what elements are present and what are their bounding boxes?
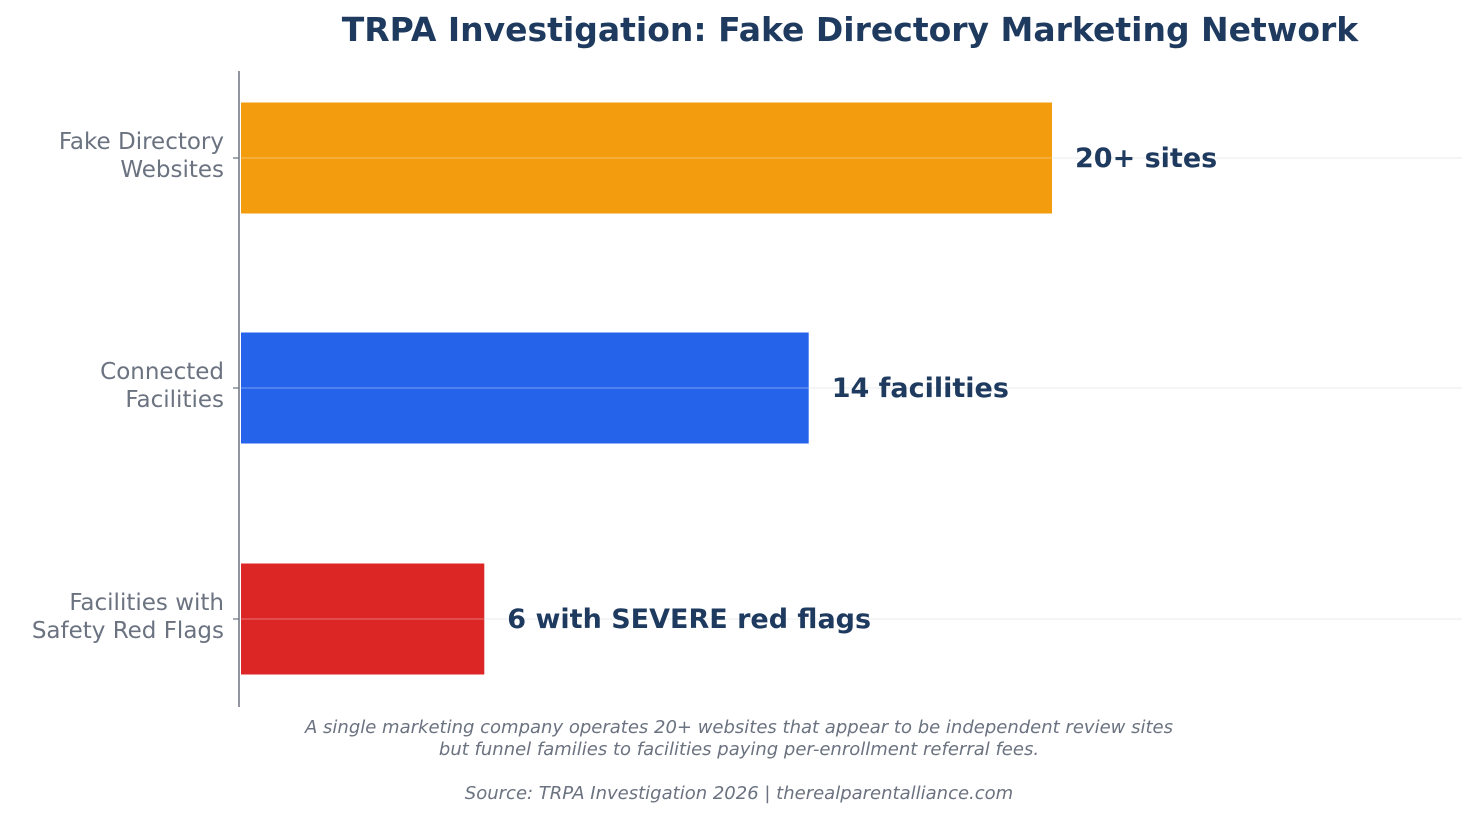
chart-bars <box>241 102 1052 675</box>
bar-0 <box>241 102 1052 214</box>
value-label-0: 20+ sites <box>1075 143 1217 174</box>
source-note: Source: TRPA Investigation 2026 | therea… <box>465 783 1013 804</box>
bar-2 <box>241 563 485 675</box>
y-axis-tick-labels: Fake DirectoryWebsitesConnectedFacilitie… <box>32 129 224 644</box>
value-label-1: 14 facilities <box>832 373 1009 404</box>
category-label-1-line-1: Facilities <box>125 387 224 413</box>
category-label-0-line-0: Fake Directory <box>59 129 224 155</box>
caption-line-2: but funnel families to facilities paying… <box>439 739 1039 760</box>
category-label-2-line-0: Facilities with <box>69 590 224 616</box>
bar-1 <box>241 332 809 444</box>
category-label-0-line-1: Websites <box>120 157 224 183</box>
caption-line-1: A single marketing company operates 20+ … <box>304 717 1173 738</box>
chart-title: TRPA Investigation: Fake Directory Marke… <box>342 10 1359 49</box>
category-label-2-line-1: Safety Red Flags <box>32 618 224 644</box>
bar-value-labels: 20+ sites 14 facilities 6 with SEVERE red … <box>507 143 1217 635</box>
value-label-2: 6 with SEVERE red flags <box>507 604 871 635</box>
y-axis-ticks <box>233 157 239 620</box>
category-label-1-line-0: Connected <box>100 359 224 385</box>
